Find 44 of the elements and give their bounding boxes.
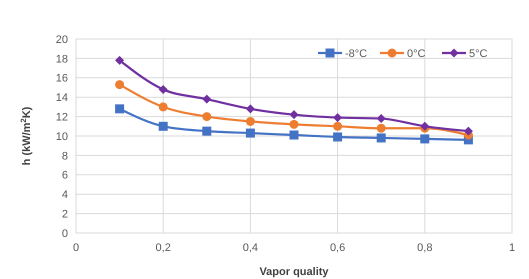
y-tick-label: 18 [56, 53, 68, 66]
y-tick-label: 20 [56, 34, 68, 46]
point [333, 113, 342, 122]
y-tick-label: 16 [56, 72, 68, 85]
point [115, 104, 124, 114]
point [202, 126, 212, 136]
point [290, 120, 298, 129]
point [376, 114, 386, 124]
y-tick-label: 10 [56, 130, 68, 143]
point [246, 116, 255, 126]
x-tick-label: 0,2 [156, 242, 171, 254]
y-tick-label: 8 [62, 150, 68, 162]
x-tick-label: 0,6 [330, 242, 346, 254]
legend-label: 5°C [469, 48, 488, 60]
point [420, 134, 430, 144]
point [158, 102, 168, 112]
point [158, 84, 168, 94]
point [202, 112, 212, 122]
point [202, 94, 212, 104]
x-axis-title: Vapor quality [259, 266, 330, 278]
point [376, 133, 386, 142]
legend-label: -8°C [345, 48, 368, 60]
point [290, 110, 298, 120]
point [376, 124, 386, 133]
y-tick-label: 0 [62, 228, 68, 240]
point [246, 128, 255, 138]
point [115, 80, 124, 90]
y-tick-label: 4 [62, 189, 68, 202]
y-tick-label: 14 [56, 92, 68, 104]
x-tick-label: 0,4 [242, 242, 258, 254]
y-tick-label: 12 [56, 111, 68, 124]
y-tick-label: 2 [62, 208, 68, 220]
point [246, 104, 255, 114]
x-tick-label: 1 [508, 242, 516, 254]
x-tick-label: 0 [72, 242, 80, 254]
point [290, 130, 298, 140]
point [333, 122, 342, 131]
point [115, 56, 124, 65]
x-tick-label: 0,8 [417, 242, 432, 254]
point [158, 122, 168, 131]
y-tick-label: 6 [62, 170, 68, 182]
legend-label: 0°C [407, 48, 426, 60]
point [333, 132, 342, 142]
point [464, 126, 473, 136]
